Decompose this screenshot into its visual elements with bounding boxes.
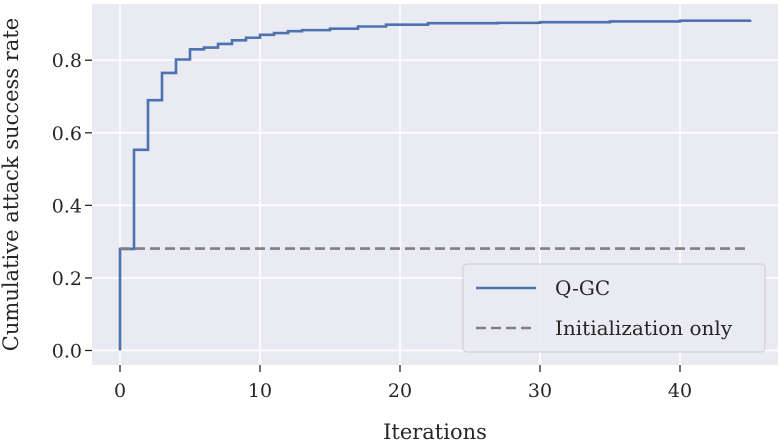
legend-label: Q-GC — [555, 276, 610, 300]
y-tick-label: 0.8 — [52, 50, 82, 72]
y-tick-label: 0.2 — [52, 268, 82, 290]
x-tick-label: 30 — [528, 380, 552, 402]
y-tick-label: 0.6 — [52, 123, 82, 145]
legend: Q-GC Initialization only — [462, 263, 766, 353]
y-axis-label: Cumulative attack success rate — [0, 18, 23, 351]
legend-box — [462, 263, 766, 353]
x-tick-label: 20 — [388, 380, 412, 402]
y-tick-label: 0.4 — [52, 195, 82, 217]
x-tick-label: 40 — [668, 380, 692, 402]
series-layer — [118, 19, 752, 351]
x-axis-label: Iterations — [383, 420, 487, 442]
x-tick-label: 0 — [114, 380, 126, 402]
x-tick-label: 10 — [248, 380, 272, 402]
series-line-q-gc — [118, 19, 752, 351]
y-tick-label: 0.0 — [52, 340, 82, 362]
legend-label: Initialization only — [555, 316, 733, 340]
axis-ticks: 0 10 20 30 40 0.0 0.2 0.4 0.6 0.8 — [52, 50, 692, 402]
